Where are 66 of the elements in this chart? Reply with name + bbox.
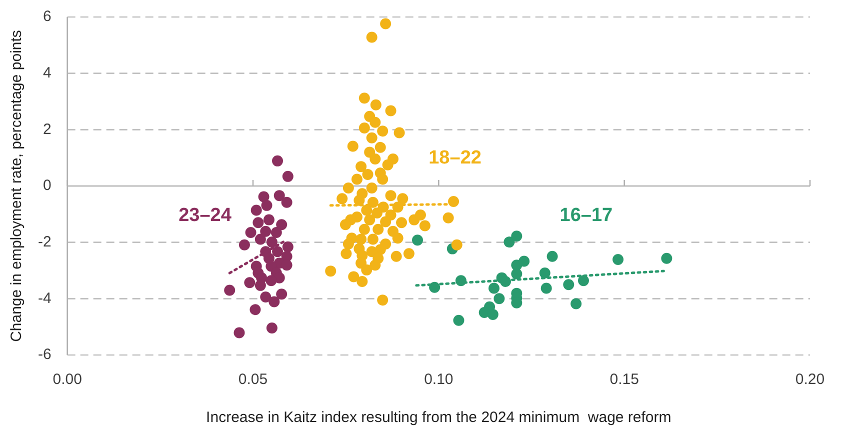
point	[224, 284, 236, 296]
x-axis-title: Increase in Kaitz index resulting from the 2024 minimum wage reform	[206, 409, 672, 426]
point	[272, 155, 284, 166]
point	[570, 298, 582, 310]
point	[263, 214, 274, 226]
x-tick-label: 0.00	[52, 371, 82, 388]
point	[578, 275, 589, 286]
point	[546, 250, 558, 262]
y-tick-label: -2	[38, 233, 52, 250]
point	[282, 170, 294, 182]
point	[455, 275, 466, 286]
point	[540, 282, 552, 294]
point	[500, 276, 512, 287]
y-tick-label: 2	[42, 120, 52, 138]
point	[504, 236, 515, 248]
point	[412, 234, 424, 246]
point	[270, 226, 282, 238]
point	[260, 226, 272, 237]
point	[511, 268, 522, 280]
point	[488, 282, 500, 294]
point	[266, 236, 278, 248]
y-axis-title: Change in employment rate, percentage points	[8, 30, 26, 342]
point	[281, 196, 292, 208]
point	[274, 190, 285, 202]
y-tick-label: 4	[42, 64, 52, 82]
point	[258, 191, 270, 202]
x-tick-label: 0.20	[795, 371, 825, 388]
x-tick-label: 0.05	[238, 371, 268, 388]
point	[429, 282, 440, 293]
y-tick-label: -4	[38, 290, 52, 307]
point	[245, 226, 256, 238]
point	[511, 230, 522, 242]
series-label: 18–22	[428, 148, 482, 169]
y-tick-label: 6	[42, 8, 52, 26]
point	[261, 200, 272, 211]
point	[612, 254, 624, 266]
y-tick-label: -6	[38, 346, 52, 364]
point	[518, 256, 530, 267]
series-label: 23–24	[178, 205, 232, 226]
point	[250, 204, 262, 216]
point	[453, 314, 464, 326]
x-tick-label: 0.10	[424, 371, 454, 388]
series-label: 16–17	[560, 205, 613, 226]
point	[254, 280, 266, 291]
point	[254, 234, 266, 245]
point	[282, 241, 294, 252]
y-tick-label: 0	[42, 177, 52, 194]
point	[244, 277, 256, 288]
point	[276, 219, 288, 230]
point	[661, 252, 672, 264]
point	[494, 293, 505, 304]
point	[272, 246, 284, 258]
x-tick-label: 0.15	[610, 371, 639, 388]
point	[281, 260, 292, 271]
point	[252, 217, 264, 228]
point	[266, 322, 278, 334]
point	[234, 327, 245, 338]
point	[266, 275, 277, 286]
point	[563, 279, 574, 290]
point	[238, 239, 250, 250]
point	[487, 308, 498, 320]
point	[268, 296, 280, 308]
point	[260, 291, 272, 302]
point	[250, 304, 261, 316]
point	[539, 268, 550, 279]
point	[276, 288, 288, 300]
